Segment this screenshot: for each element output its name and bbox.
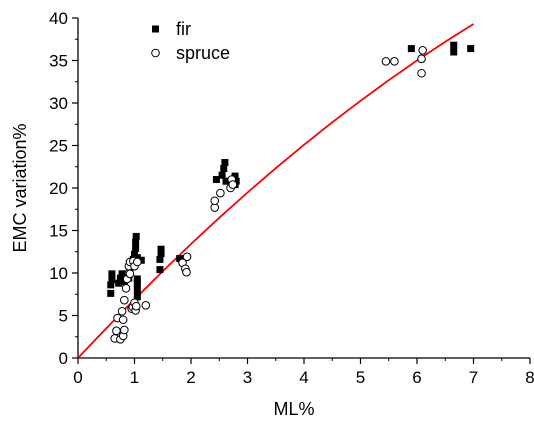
fir-point <box>450 48 458 56</box>
spruce-point <box>118 315 128 325</box>
fir-point <box>157 249 165 257</box>
fir-point <box>156 255 164 263</box>
fir-point <box>115 279 123 287</box>
fir-point <box>137 256 145 264</box>
spruce-point <box>418 46 427 55</box>
spruce-point <box>117 306 127 316</box>
y-tick-label: 5 <box>59 307 68 326</box>
x-tick-label: 3 <box>243 368 252 387</box>
fir-point <box>108 270 116 278</box>
spruce-point <box>120 325 129 335</box>
legend-marker-spruce <box>151 48 160 58</box>
fir-point <box>232 177 240 185</box>
spruce-point <box>121 284 131 293</box>
x-tick-label: 1 <box>130 368 139 387</box>
fir-point <box>157 245 165 253</box>
x-tick-label: 7 <box>469 368 478 387</box>
spruce-point <box>133 257 142 267</box>
y-tick-label: 30 <box>49 94 68 113</box>
axes: 0 1 2 3 4 5 6 7 8 0 5 10 15 20 25 30 35 40 <box>49 9 534 387</box>
fir-point <box>220 164 228 172</box>
spruce-point <box>417 54 426 64</box>
fir-point <box>108 276 116 284</box>
y-tick-label: 40 <box>49 9 68 28</box>
spruce-point <box>216 188 225 198</box>
fir-point <box>107 281 115 289</box>
fir-point <box>407 45 415 53</box>
y-tick-label: 20 <box>49 179 68 198</box>
fir-point <box>231 172 239 180</box>
fir-point <box>450 41 458 49</box>
fir-point <box>133 279 141 287</box>
fir-point <box>156 266 164 274</box>
fir-point <box>133 275 141 283</box>
x-tick-label: 5 <box>356 368 365 387</box>
x-tick-label: 8 <box>525 368 534 387</box>
spruce-point <box>210 196 220 206</box>
spruce-point <box>125 269 135 279</box>
x-tick-label: 6 <box>412 368 421 387</box>
fir-point <box>222 177 230 185</box>
fir-point <box>176 255 184 263</box>
spruce-point <box>417 68 426 78</box>
legend-label: spruce <box>176 43 230 63</box>
spruce-point <box>131 301 141 311</box>
y-tick-label: 15 <box>49 222 68 241</box>
x-axis-title: ML% <box>273 399 314 419</box>
x-ticks: 0 1 2 3 4 5 6 7 8 <box>73 358 534 387</box>
spruce-point <box>381 57 391 66</box>
x-tick-label: 4 <box>299 368 308 387</box>
fir-point <box>221 159 229 166</box>
fir-point <box>212 176 220 183</box>
spruce-point <box>182 252 192 262</box>
y-tick-label: 0 <box>59 349 68 368</box>
legend-label: fir <box>176 19 191 39</box>
fir-point <box>467 45 475 53</box>
x-tick-label: 0 <box>73 368 82 387</box>
fir-point <box>116 274 124 282</box>
fir-point <box>132 238 140 246</box>
legend: fir spruce <box>151 19 230 63</box>
spruce-point <box>112 326 121 336</box>
y-ticks: 0 5 10 15 20 25 30 35 40 <box>49 9 78 368</box>
fir-point <box>107 289 115 297</box>
fir-point <box>218 171 226 179</box>
fir-point <box>133 286 141 294</box>
fir-point <box>132 244 140 252</box>
spruce-point <box>141 301 151 310</box>
spruce-point <box>390 57 399 66</box>
y-tick-label: 35 <box>49 52 68 71</box>
spruce-point <box>228 180 238 189</box>
x-tick-label: 2 <box>186 368 195 387</box>
spruce-point <box>182 267 191 277</box>
fir-point <box>132 232 140 240</box>
points <box>107 41 475 344</box>
y-tick-label: 25 <box>49 137 68 156</box>
y-tick-label: 10 <box>49 264 68 283</box>
spruce-point <box>120 295 129 305</box>
fir-point <box>118 270 126 278</box>
y-axis-title: EMC variation% <box>10 123 30 252</box>
legend-marker-fir <box>152 25 159 33</box>
fir-point <box>133 293 141 301</box>
